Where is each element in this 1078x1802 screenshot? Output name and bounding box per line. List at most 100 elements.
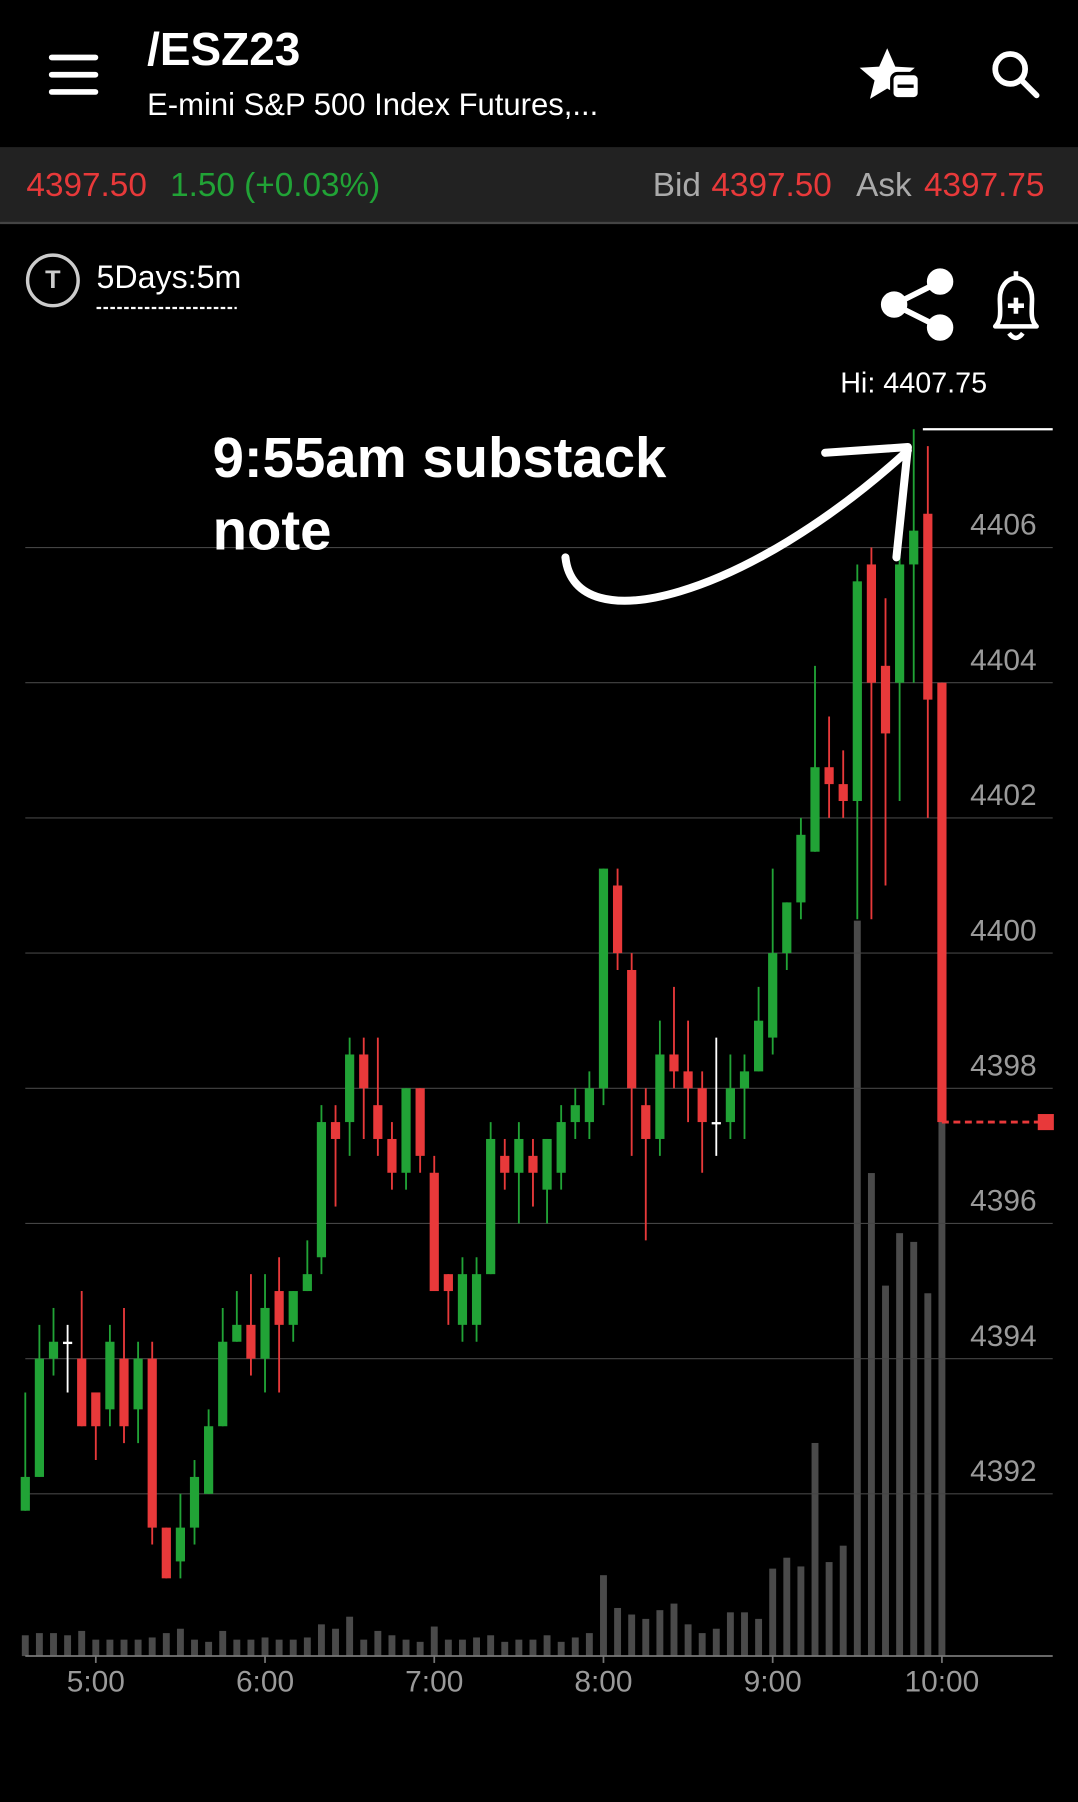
candle-body <box>429 1172 439 1292</box>
volume-bar <box>50 1633 57 1657</box>
y-tick-label: 4402 <box>970 779 1036 812</box>
bid: 4397.50 <box>711 167 831 204</box>
candle-body <box>598 868 609 1089</box>
volume-bar <box>317 1624 325 1657</box>
ask-label: Ask <box>856 167 912 204</box>
candle-body <box>415 1088 425 1156</box>
share-button[interactable] <box>880 268 954 341</box>
volume-bar <box>134 1639 142 1657</box>
annotation: note <box>213 498 332 561</box>
volume-bar <box>557 1641 565 1657</box>
volume-bar <box>247 1639 255 1657</box>
change: 1.50 (+0.03%) <box>170 167 380 204</box>
candle-body <box>542 1138 552 1190</box>
volume-bar <box>487 1635 495 1657</box>
volume-bar <box>924 1293 932 1657</box>
candle-body <box>373 1105 383 1139</box>
volume-bar <box>275 1639 283 1657</box>
candle-body <box>20 1476 30 1511</box>
candle-body <box>528 1155 538 1173</box>
candle-body <box>302 1274 312 1292</box>
annotation: 9:55am substack <box>213 426 667 489</box>
candle-body <box>923 513 933 700</box>
volume-bar <box>543 1635 551 1657</box>
alert-button[interactable] <box>992 271 1039 341</box>
candle-body <box>570 1105 580 1123</box>
candle-body <box>584 1088 594 1123</box>
candle-body <box>937 682 947 1123</box>
symbol: /ESZ23 <box>147 23 300 75</box>
volume-bar <box>585 1633 593 1657</box>
volume-bar <box>444 1639 452 1657</box>
menu-button[interactable] <box>48 54 99 95</box>
volume-bar <box>501 1641 509 1657</box>
candle-body <box>753 1020 764 1072</box>
svg-text:T: T <box>45 266 61 294</box>
volume-bar <box>529 1639 537 1657</box>
volume-bar <box>21 1635 29 1657</box>
high-label: Hi: 4407.75 <box>840 368 987 400</box>
volume-bar <box>515 1639 523 1657</box>
volume-bar <box>162 1633 170 1657</box>
candle-body <box>218 1341 228 1427</box>
plot: 4392 4394 4396 4398 4400 4402 4404 4406 5:00 6:00… <box>20 368 1054 1699</box>
volume-bar <box>783 1557 791 1657</box>
candle-body <box>316 1122 327 1258</box>
volume-bar <box>825 1562 833 1657</box>
candle-body <box>612 885 623 954</box>
volume-bar <box>797 1566 805 1657</box>
candle-body <box>147 1358 157 1528</box>
candle-body <box>91 1392 101 1427</box>
watchlist-button[interactable] <box>859 48 922 101</box>
volume-bar <box>811 1442 819 1657</box>
volume-bar <box>684 1624 692 1657</box>
volume-bar <box>769 1568 777 1657</box>
volume-bar <box>628 1614 636 1657</box>
volume-bar <box>938 1120 946 1657</box>
x-tick-label: 5:00 <box>67 1666 125 1699</box>
candle-body <box>880 665 891 734</box>
candle-body <box>909 530 919 565</box>
volume-bar <box>656 1610 664 1657</box>
volume-bar <box>303 1637 311 1657</box>
y-tick-label: 4396 <box>970 1185 1036 1218</box>
candle-body <box>768 953 778 1038</box>
search-button[interactable] <box>992 51 1040 99</box>
volume-bar <box>882 1285 889 1657</box>
candle-body <box>175 1527 186 1562</box>
volume-bar <box>416 1641 424 1657</box>
volume-bar <box>896 1233 904 1657</box>
y-tick-label: 4406 <box>970 509 1036 542</box>
candle-body <box>133 1358 143 1410</box>
description: E-mini S&P 500 Index Futures,... <box>147 87 598 122</box>
annotation-arrow <box>561 443 912 605</box>
candle-body <box>189 1476 200 1528</box>
candle-body <box>895 564 905 683</box>
candle-body <box>119 1358 129 1427</box>
volume-bar <box>430 1626 438 1657</box>
study-button[interactable]: T <box>25 253 80 308</box>
volume-bar <box>120 1639 128 1657</box>
volume-bar <box>261 1637 269 1657</box>
timeframe[interactable]: 5Days:5m <box>97 259 242 295</box>
y-tick-label: 4404 <box>970 644 1036 677</box>
candle-body <box>471 1274 482 1325</box>
volume-bar <box>712 1628 720 1657</box>
volume-bar <box>78 1630 86 1657</box>
volume-bar <box>698 1633 706 1657</box>
y-tick-label: 4392 <box>970 1455 1036 1488</box>
volume-bar <box>741 1612 748 1657</box>
candle-body <box>457 1274 468 1325</box>
ask: 4397.75 <box>924 167 1044 204</box>
candle-body <box>711 1122 721 1125</box>
quote-bar <box>0 147 1078 222</box>
candle-body <box>34 1358 44 1477</box>
candle-body <box>500 1155 510 1173</box>
candle-body <box>345 1054 355 1123</box>
x-tick-label: 8:00 <box>574 1666 632 1699</box>
y-tick-label: 4400 <box>970 914 1036 947</box>
volume-bar <box>289 1639 297 1657</box>
volume-bar <box>360 1639 368 1657</box>
volume-bar <box>176 1628 184 1657</box>
